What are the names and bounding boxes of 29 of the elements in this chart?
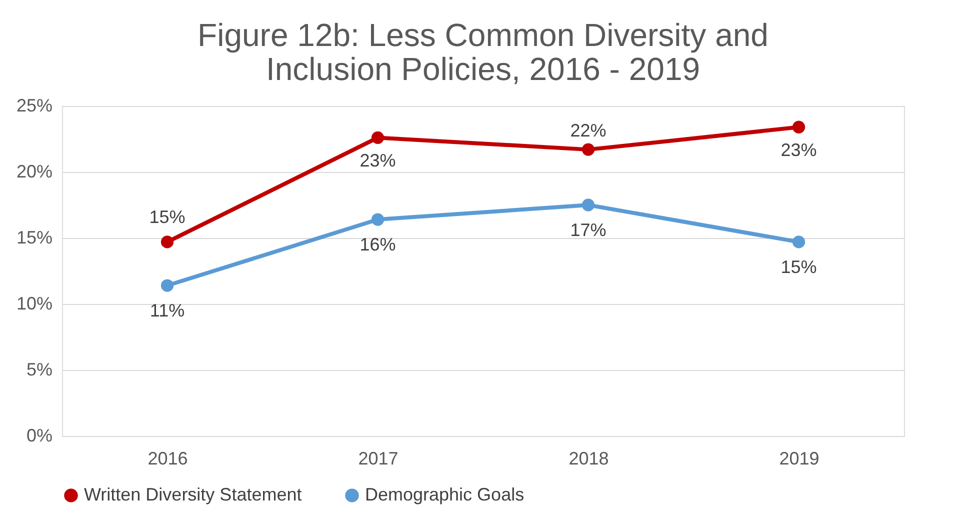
- data-label: 23%: [780, 140, 817, 160]
- y-tick-label: 10%: [16, 294, 52, 314]
- point: [582, 198, 595, 212]
- data-label: 11%: [150, 300, 185, 321]
- x-tick-label: 2019: [779, 448, 820, 468]
- point: [371, 131, 384, 144]
- data-label: 23%: [360, 150, 396, 171]
- legend-label: Written Diversity Statement: [84, 484, 302, 504]
- x-tick-label: 2016: [148, 448, 188, 468]
- y-tick-label: 20%: [16, 162, 52, 182]
- y-tick-label: 0%: [26, 426, 52, 446]
- point: [792, 120, 806, 134]
- point: [371, 213, 384, 226]
- data-label: 16%: [360, 234, 396, 255]
- y-tick-label: 25%: [16, 96, 52, 116]
- x-tick-label: 2017: [358, 448, 398, 468]
- data-label: 15%: [780, 256, 817, 277]
- chart-title: Figure 12b: Less Common Diversity and Inclusion Policies, 2016 - 2019: [198, 17, 768, 87]
- data-label: 15%: [149, 206, 186, 227]
- point: [792, 236, 806, 248]
- y-tick-label: 5%: [26, 360, 52, 380]
- legend-label: Demographic Goals: [365, 484, 524, 504]
- point: [582, 143, 595, 156]
- point: [160, 279, 174, 292]
- x-tick-label: 2018: [568, 448, 609, 468]
- data-label: 22%: [570, 120, 606, 141]
- data-label: 17%: [570, 220, 606, 240]
- point: [160, 236, 174, 248]
- y-tick-label: 15%: [16, 228, 52, 248]
